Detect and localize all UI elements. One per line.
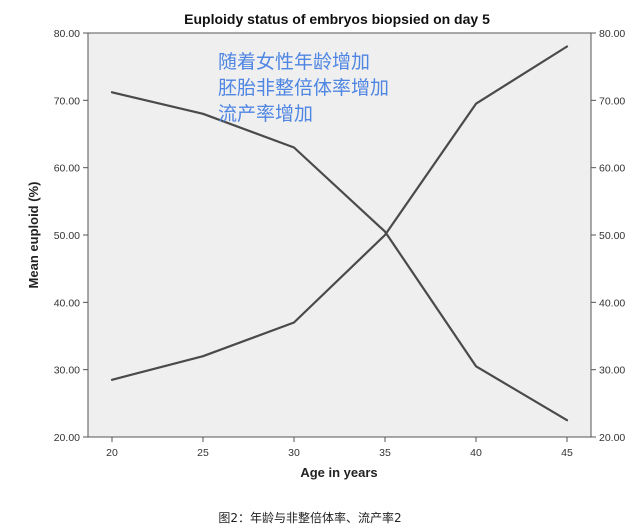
chart-title: Euploidy status of embryos biopsied on d…: [184, 11, 490, 27]
annotation-line-1: 随着女性年龄增加: [218, 51, 370, 73]
y-tick-label-right: 60.00: [599, 163, 625, 175]
y-tick-label-right: 50.00: [599, 230, 625, 242]
x-tick-label: 35: [379, 447, 391, 459]
x-tick-label: 30: [288, 447, 300, 459]
y-tick-label-right: 40.00: [599, 297, 625, 309]
y-axis-left: 20.00 30.00 40.00 50.00 60.00 70.00 80.00: [54, 28, 88, 444]
y-tick-label-right: 30.00: [599, 365, 625, 377]
plot-area: [87, 32, 592, 438]
annotation-line-2: 胚胎非整倍体率增加: [218, 77, 389, 99]
y-tick-label-right: 20.00: [599, 432, 625, 444]
x-axis: 20 25 30 35 40 45: [106, 437, 573, 459]
y-tick-label-right: 80.00: [599, 28, 625, 40]
x-tick-label: 25: [197, 447, 209, 459]
y-tick-label-left: 40.00: [54, 297, 80, 309]
y-tick-label-left: 80.00: [54, 28, 80, 40]
y-tick-label-right: 70.00: [599, 95, 625, 107]
series-lines: [110, 45, 569, 422]
y-tick-label-left: 70.00: [54, 95, 80, 107]
y-axis-right: 20.00 30.00 40.00 50.00 60.00 70.00 80.00: [591, 28, 625, 444]
y-axis-title: Mean euploid (%): [26, 182, 41, 289]
y-tick-label-left: 20.00: [54, 432, 80, 444]
annotation-block: 随着女性年龄增加 胚胎非整倍体率增加 流产率增加: [218, 51, 389, 125]
y-tick-label-left: 30.00: [54, 365, 80, 377]
x-axis-title: Age in years: [300, 465, 377, 480]
figure-caption: 图2：年龄与非整倍体率、流产率2: [218, 510, 401, 525]
y-tick-label-left: 50.00: [54, 230, 80, 242]
annotation-line-3: 流产率增加: [218, 103, 313, 125]
x-tick-label: 45: [561, 447, 573, 459]
y-tick-label-left: 60.00: [54, 163, 80, 175]
x-tick-label: 20: [106, 447, 118, 459]
x-tick-label: 40: [470, 447, 482, 459]
series-line-2: [110, 45, 569, 381]
series-line-1: [110, 91, 569, 422]
